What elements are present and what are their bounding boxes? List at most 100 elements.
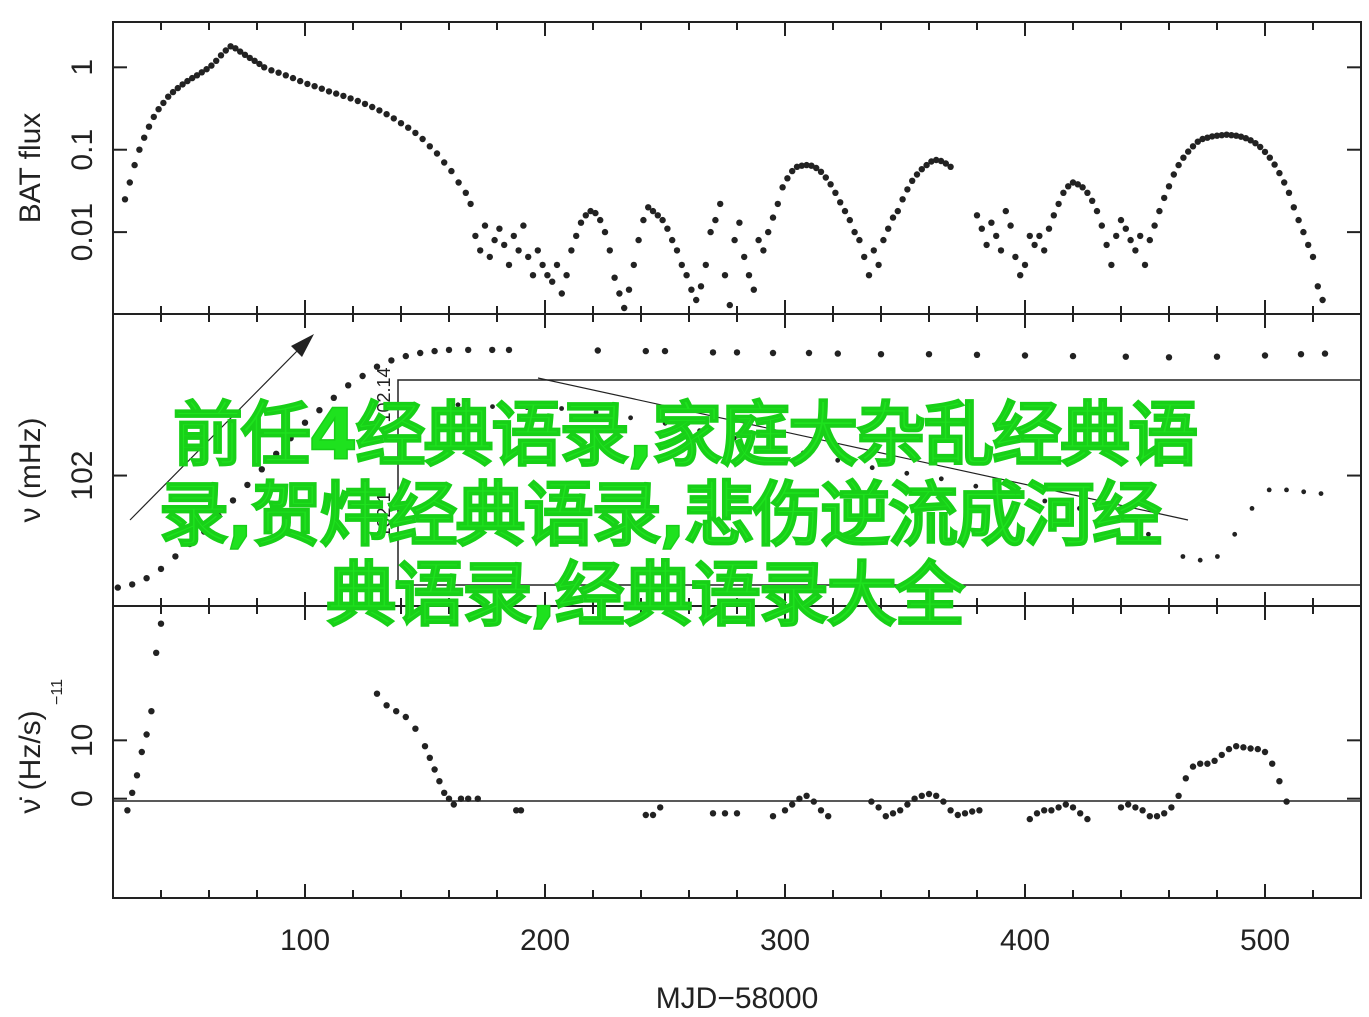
panel-3-point-47 xyxy=(925,790,933,798)
panel-1-point-174 xyxy=(1045,225,1053,232)
panel-1-point-84 xyxy=(592,209,599,217)
panel-1-point-214 xyxy=(1237,133,1245,140)
panel-1-point-21 xyxy=(222,47,229,54)
panel-1-point-137 xyxy=(846,216,853,224)
panel-1-point-61 xyxy=(481,222,489,229)
inset-point-23 xyxy=(1215,554,1220,559)
panel-3-point-16 xyxy=(436,778,443,785)
panel-2-point-12 xyxy=(287,435,294,442)
panel-3-point-65 xyxy=(1125,801,1132,808)
panel-1-point-189 xyxy=(1117,216,1125,224)
panel-1-point-47 xyxy=(390,115,397,122)
panel-1-point-127 xyxy=(798,162,805,169)
panel-1-point-221 xyxy=(1271,161,1278,168)
panel-3-point-9 xyxy=(383,702,390,709)
panel-3-point-69 xyxy=(1153,813,1161,820)
panel-1-point-82 xyxy=(582,212,589,219)
panel-1-point-119 xyxy=(760,247,767,254)
panel-1-point-34 xyxy=(297,77,304,85)
panel-1-point-203 xyxy=(1185,148,1192,155)
panel-1-point-7 xyxy=(155,106,162,113)
panel-2-point-34 xyxy=(834,350,841,357)
inset-point-11 xyxy=(835,457,841,463)
panel-1-point-102 xyxy=(678,261,685,269)
panel-1-point-146 xyxy=(889,214,897,221)
panel-3-point-10 xyxy=(393,708,400,715)
panel-3-point-83 xyxy=(1254,745,1262,753)
panel-1-point-131 xyxy=(817,168,825,175)
panel-1-point-173 xyxy=(1041,247,1048,254)
panel-1-point-85 xyxy=(597,216,604,224)
panel-2-point-9 xyxy=(244,481,251,489)
panel-1-point-226 xyxy=(1295,216,1302,224)
panel-3-point-77 xyxy=(1211,757,1218,764)
panel-1-point-50 xyxy=(412,129,419,137)
panel-1-point-165 xyxy=(1002,207,1009,215)
panel-2-point-42 xyxy=(1213,353,1221,360)
y-tick-exponent-fdot: −11 xyxy=(49,679,66,705)
panel-1-point-169 xyxy=(1021,261,1029,269)
panel-1-point-182 xyxy=(1084,189,1091,196)
panel-1-point-24 xyxy=(237,48,244,55)
panel-2-point-31 xyxy=(733,349,741,356)
panel-3-point-28 xyxy=(709,810,717,817)
panel-1-point-183 xyxy=(1089,197,1096,204)
panel-1-point-86 xyxy=(601,228,609,236)
panel-1-point-166 xyxy=(1007,222,1014,229)
panel-1-point-184 xyxy=(1093,207,1101,215)
panel-2-point-37 xyxy=(973,351,981,358)
panel-1-point-206 xyxy=(1199,135,1206,143)
panel-1-point-198 xyxy=(1161,194,1168,202)
panel-3-point-41 xyxy=(882,813,889,820)
panel-3-point-57 xyxy=(1041,807,1048,814)
panel-1-point-152 xyxy=(918,166,925,173)
inset-point-18 xyxy=(1077,506,1082,511)
panel-3-point-5 xyxy=(148,708,155,715)
panel-1-point-80 xyxy=(573,232,580,240)
panel-3-point-38 xyxy=(825,813,832,820)
panel-3-point-33 xyxy=(789,801,796,808)
panel-1-point-168 xyxy=(1017,272,1024,279)
panel-3-point-12 xyxy=(412,725,419,732)
panel-1-point-121 xyxy=(769,214,777,221)
panel-1-point-151 xyxy=(913,171,921,178)
panel-3-point-35 xyxy=(803,792,810,799)
panel-1-point-202 xyxy=(1180,154,1187,161)
panel-2-point-7 xyxy=(215,512,222,520)
panel-3-point-11 xyxy=(402,713,409,721)
panel-1-point-118 xyxy=(755,236,762,244)
panel-1-point-192 xyxy=(1132,247,1139,254)
panel-3-point-67 xyxy=(1139,807,1146,814)
panel-1-point-19 xyxy=(213,57,220,64)
panel-2-point-45 xyxy=(1321,350,1329,357)
panel-1-point-220 xyxy=(1266,154,1274,161)
panel-1-point-171 xyxy=(1031,241,1038,249)
inset-frame xyxy=(397,379,1362,586)
panel-1-point-126 xyxy=(793,163,801,170)
panel-1-point-89 xyxy=(616,290,623,297)
panel-2-point-16 xyxy=(345,382,352,389)
panel-1-point-139 xyxy=(856,236,863,244)
panel-1-point-10 xyxy=(169,88,177,96)
panel-1-point-200 xyxy=(1170,171,1178,178)
panel-1-point-63 xyxy=(491,236,498,244)
inset-point-6 xyxy=(662,420,668,426)
panel-1-point-71 xyxy=(529,272,537,279)
inset-point-5 xyxy=(628,415,633,421)
panel-1-point-95 xyxy=(645,204,652,211)
panel-2-point-30 xyxy=(709,349,717,356)
panel-1-point-90 xyxy=(621,304,628,312)
panel-1-point-150 xyxy=(909,177,916,184)
panel-1-point-223 xyxy=(1281,179,1288,186)
panel-1-point-46 xyxy=(383,111,390,118)
inset-point-24 xyxy=(1232,531,1238,537)
x-tick-label: 200 xyxy=(520,924,570,957)
panel-3-point-46 xyxy=(918,792,925,799)
panel-1-point-219 xyxy=(1261,148,1269,156)
inset-point-12 xyxy=(869,465,875,471)
panel-1-point-11 xyxy=(174,84,181,92)
panel-1-point-42 xyxy=(354,97,361,105)
inset-point-10 xyxy=(800,450,806,456)
inset-point-14 xyxy=(938,476,944,482)
panel-3-point-76 xyxy=(1204,760,1211,767)
